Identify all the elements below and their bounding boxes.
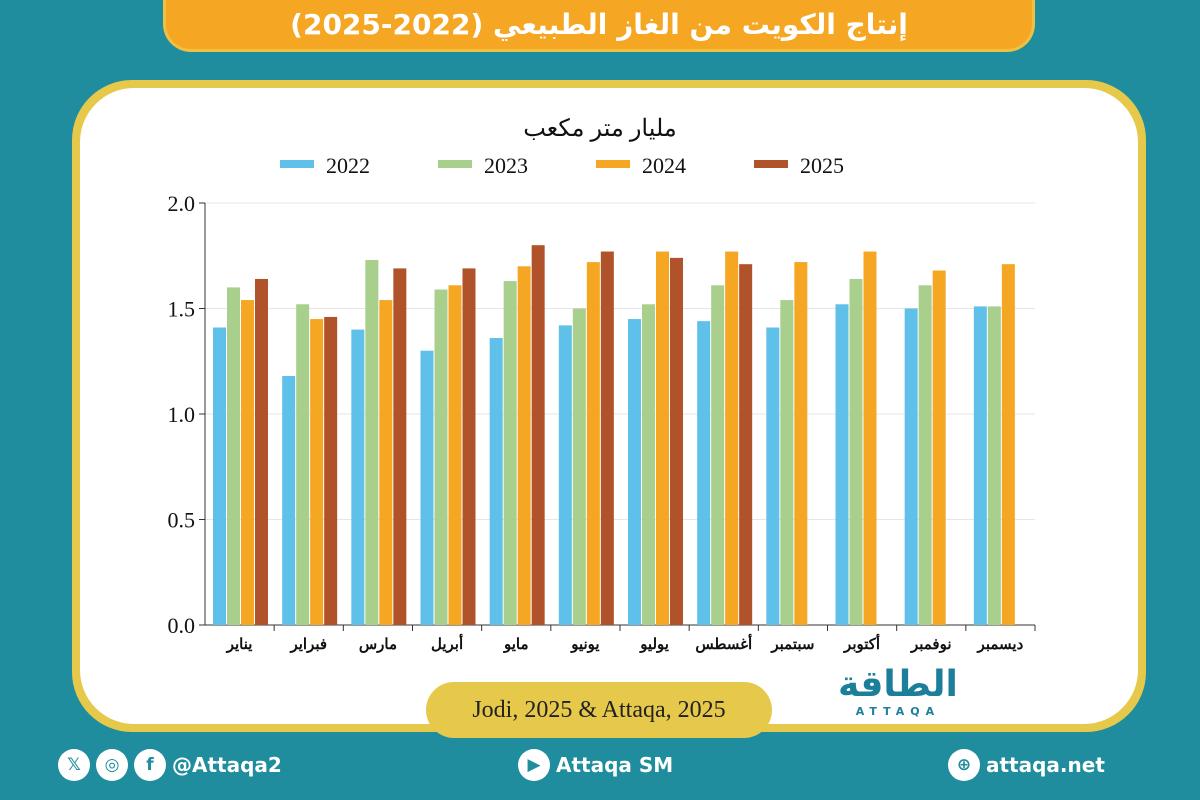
y-tick-label: 0.0 bbox=[168, 613, 196, 638]
instagram-icon[interactable]: ◎ bbox=[96, 749, 128, 781]
bar-2023 bbox=[434, 289, 448, 625]
bar-2022 bbox=[835, 304, 849, 625]
x-tick-label: مايو bbox=[503, 637, 529, 653]
bar-2022 bbox=[697, 321, 711, 625]
bar-2022 bbox=[766, 327, 780, 625]
bar-2024 bbox=[656, 251, 669, 625]
legend-label: 2024 bbox=[642, 153, 686, 178]
bar-2023 bbox=[711, 285, 725, 625]
website-text[interactable]: attaqa.net bbox=[986, 753, 1105, 777]
bar-2023 bbox=[572, 308, 586, 625]
bar-2023 bbox=[918, 285, 932, 625]
youtube-icon[interactable]: ▶ bbox=[518, 749, 550, 781]
bar-2024 bbox=[932, 270, 946, 625]
bar-2023 bbox=[642, 304, 655, 625]
globe-icon[interactable]: ⊕ bbox=[948, 749, 980, 781]
x-tick-label: يوليو bbox=[639, 637, 669, 653]
bar-2023 bbox=[227, 287, 240, 625]
bar-2025 bbox=[739, 264, 753, 625]
x-tick-label: يناير bbox=[226, 637, 253, 653]
bar-2024 bbox=[794, 262, 808, 625]
bar-2023 bbox=[849, 278, 863, 625]
bar-2024 bbox=[586, 262, 600, 625]
chart-title: إنتاج الكويت من الغاز الطبيعي (2022-2025… bbox=[290, 8, 908, 41]
bar-2023 bbox=[987, 306, 1001, 625]
legend-swatch bbox=[280, 160, 314, 168]
bar-2022 bbox=[973, 306, 987, 625]
source-text: Jodi, 2025 & Attaqa, 2025 bbox=[472, 696, 726, 723]
bar-2022 bbox=[558, 325, 572, 625]
x-tick-label: فبراير bbox=[289, 637, 327, 653]
bar-2025 bbox=[600, 251, 614, 625]
bar-2022 bbox=[282, 376, 296, 625]
y-tick-label: 2.0 bbox=[168, 191, 196, 216]
bar-2022 bbox=[420, 350, 434, 625]
source-label: Jodi, 2025 & Attaqa, 2025 bbox=[426, 682, 772, 738]
x-tick-label: أبريل bbox=[431, 633, 463, 653]
legend-label: 2025 bbox=[800, 153, 844, 178]
bar-2024 bbox=[379, 300, 393, 625]
attaqa-logo: الطاقة ATTAQA bbox=[838, 664, 958, 718]
bar-2024 bbox=[1001, 264, 1015, 625]
x-tick-label: نوفمبر bbox=[910, 637, 952, 653]
y-tick-label: 1.0 bbox=[168, 402, 196, 427]
youtube-text[interactable]: Attaqa SM bbox=[556, 753, 674, 777]
bar-2025 bbox=[670, 257, 683, 625]
bar-2024 bbox=[448, 285, 462, 625]
x-tick-label: أكتوبر bbox=[843, 633, 880, 653]
legend-swatch bbox=[754, 160, 788, 168]
bar-2024 bbox=[310, 319, 324, 625]
x-tick-label: ديسمبر bbox=[977, 637, 1024, 653]
social-footer: 𝕏 ◎ f @Attaqa2 bbox=[58, 745, 282, 785]
x-tick-label: يونيو bbox=[570, 637, 599, 653]
bar-2025 bbox=[462, 268, 476, 625]
bar-2022 bbox=[489, 338, 503, 625]
bar-2022 bbox=[351, 329, 365, 625]
bar-2024 bbox=[725, 251, 739, 625]
legend-swatch bbox=[596, 160, 630, 168]
bar-2024 bbox=[863, 251, 877, 625]
bar-2025 bbox=[324, 316, 338, 625]
bar-2022 bbox=[628, 319, 641, 625]
x-tick-label: أغسطس bbox=[695, 633, 752, 653]
x-tick-label: سبتمبر bbox=[770, 637, 814, 653]
bar-2023 bbox=[296, 304, 310, 625]
bar-2025 bbox=[393, 268, 407, 625]
bar-2024 bbox=[241, 300, 254, 625]
x-tick-label: مارس bbox=[359, 637, 397, 653]
bar-2024 bbox=[517, 266, 531, 625]
bar-2023 bbox=[503, 281, 517, 625]
youtube-footer: ▶ Attaqa SM bbox=[518, 745, 673, 785]
x-icon[interactable]: 𝕏 bbox=[58, 749, 90, 781]
legend-swatch bbox=[438, 160, 472, 168]
legend-label: 2022 bbox=[326, 153, 370, 178]
title-banner: إنتاج الكويت من الغاز الطبيعي (2022-2025… bbox=[163, 0, 1035, 52]
y-tick-label: 1.5 bbox=[168, 297, 196, 322]
bar-2025 bbox=[255, 278, 268, 625]
bar-2022 bbox=[213, 327, 226, 625]
facebook-icon[interactable]: f bbox=[134, 749, 166, 781]
y-tick-label: 0.5 bbox=[168, 508, 196, 533]
bar-2023 bbox=[365, 259, 379, 625]
bar-2022 bbox=[904, 308, 918, 625]
handle-text[interactable]: @Attaqa2 bbox=[172, 753, 282, 777]
y-axis-label: مليار متر مكعب bbox=[523, 116, 677, 142]
bar-2023 bbox=[780, 300, 794, 625]
website-footer: ⊕ attaqa.net bbox=[948, 745, 1105, 785]
bar-2025 bbox=[531, 245, 545, 625]
legend-label: 2023 bbox=[484, 153, 528, 178]
